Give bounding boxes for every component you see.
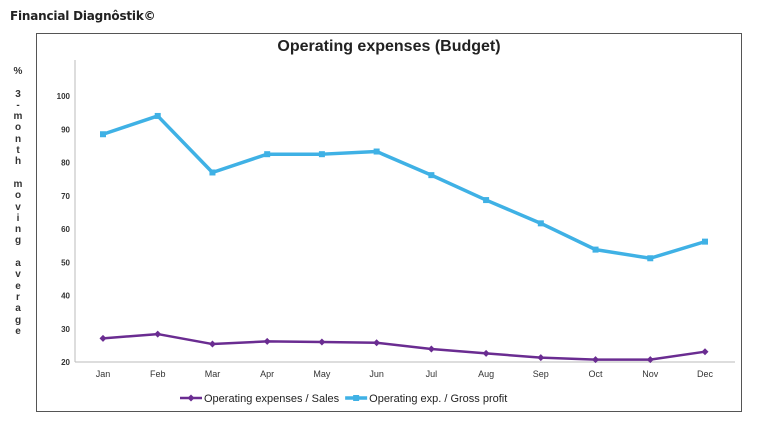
x-tick-label: Nov	[642, 369, 659, 379]
data-point	[702, 238, 708, 245]
y-tick-label: 40	[61, 292, 70, 301]
legend-label: Operating expenses / Sales	[204, 393, 340, 405]
data-point	[537, 354, 545, 362]
data-point	[592, 246, 599, 253]
data-point	[427, 345, 435, 353]
data-point	[592, 356, 600, 364]
y-tick-label: 20	[61, 358, 70, 367]
data-point	[373, 148, 380, 155]
x-tick-label: Apr	[260, 369, 274, 379]
x-tick-label: Sep	[533, 369, 549, 379]
y-tick-label: 70	[61, 192, 70, 201]
y-tick-label: 100	[57, 92, 71, 101]
data-point	[373, 339, 381, 347]
data-point	[263, 337, 271, 345]
y-tick-label: 60	[61, 225, 70, 234]
x-tick-label: Mar	[205, 369, 221, 379]
y-tick-label: 50	[61, 258, 70, 267]
data-point	[318, 151, 325, 158]
data-point	[100, 131, 106, 138]
data-point	[154, 112, 161, 119]
x-tick-label: Aug	[478, 369, 494, 379]
brand-logo-text: Financial Diagnôstik©	[10, 9, 156, 23]
data-point	[647, 255, 654, 262]
y-tick-label: 30	[61, 325, 70, 334]
legend-label: Operating exp. / Gross profit	[369, 393, 507, 405]
y-tick-label: 90	[61, 125, 70, 134]
data-point	[482, 349, 490, 357]
data-point	[701, 348, 709, 356]
x-tick-label: Oct	[589, 369, 604, 379]
data-point	[483, 197, 490, 204]
y-tick-label: 80	[61, 159, 70, 168]
data-point	[154, 330, 162, 338]
legend-marker	[353, 395, 360, 401]
x-tick-label: Dec	[697, 369, 714, 379]
x-tick-label: Feb	[150, 369, 166, 379]
x-tick-label: Jun	[369, 369, 384, 379]
data-point	[428, 172, 435, 179]
chart-title: Operating expenses (Budget)	[277, 38, 500, 55]
x-tick-label: May	[313, 369, 331, 379]
data-point	[646, 356, 654, 364]
chart-frame	[36, 33, 742, 412]
series-line	[102, 332, 706, 361]
data-point	[99, 334, 107, 342]
series-line	[102, 114, 706, 261]
data-point	[264, 151, 271, 158]
legend-marker	[187, 394, 195, 402]
data-point	[318, 338, 326, 346]
x-tick-label: Jan	[96, 369, 111, 379]
data-point	[209, 169, 216, 176]
x-tick-label: Jul	[426, 369, 438, 379]
data-point	[208, 340, 216, 348]
data-point	[537, 220, 544, 227]
